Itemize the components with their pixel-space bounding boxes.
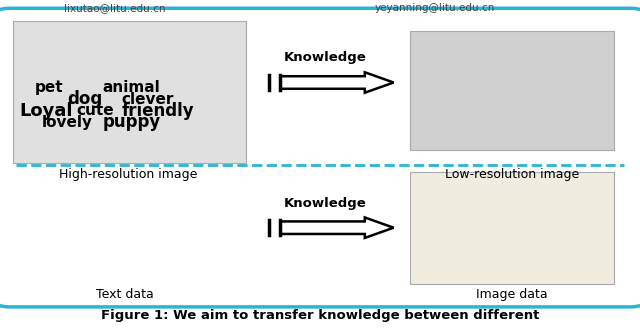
FancyBboxPatch shape (410, 31, 614, 150)
Text: Knowledge: Knowledge (284, 197, 366, 210)
Text: friendly: friendly (122, 102, 194, 119)
Polygon shape (280, 217, 394, 238)
Text: clever: clever (122, 91, 174, 107)
Text: puppy: puppy (102, 113, 161, 131)
FancyBboxPatch shape (13, 21, 246, 163)
Text: lovely: lovely (42, 115, 93, 130)
Text: Loyal: Loyal (19, 102, 73, 119)
Text: Low-resolution image: Low-resolution image (445, 168, 579, 182)
FancyBboxPatch shape (0, 8, 640, 307)
Text: animal: animal (102, 80, 160, 95)
Text: lixutao@litu.edu.cn: lixutao@litu.edu.cn (65, 3, 166, 13)
Text: Knowledge: Knowledge (284, 51, 366, 64)
Text: dog: dog (67, 90, 102, 108)
Text: pet: pet (35, 80, 64, 95)
Text: yeyanning@litu.edu.cn: yeyanning@litu.edu.cn (375, 3, 495, 13)
Text: Image data: Image data (476, 288, 548, 301)
Text: High-resolution image: High-resolution image (59, 168, 197, 182)
Text: Figure 1: We aim to transfer knowledge between different: Figure 1: We aim to transfer knowledge b… (101, 309, 539, 322)
Polygon shape (280, 72, 394, 93)
Text: cute: cute (77, 103, 115, 118)
FancyBboxPatch shape (410, 172, 614, 284)
Text: Text data: Text data (96, 288, 154, 301)
